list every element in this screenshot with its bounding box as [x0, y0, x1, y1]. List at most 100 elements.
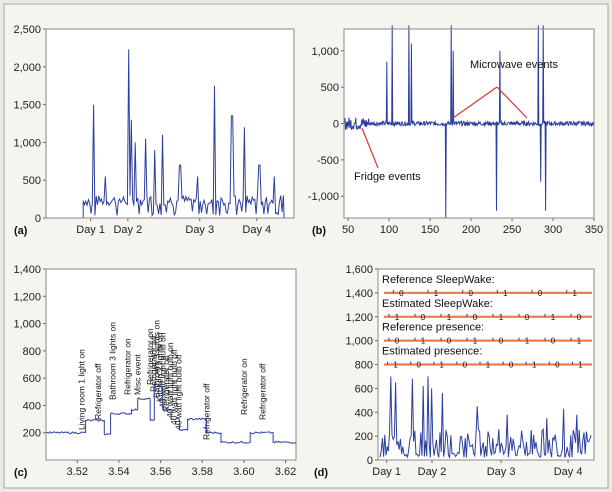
panel-c-power-trace [45, 384, 297, 444]
panel-b-label: (b) [312, 225, 326, 237]
panel-a-xtick-label: Day 1 [76, 224, 105, 236]
panel-c-event-labels: Living room 1 light on Refrigerator off Ba… [76, 320, 267, 440]
panel-d-xtick-label: Day 1 [372, 466, 401, 478]
panel-c-xtick-label: 3.62 [275, 466, 296, 478]
panel-d-ytick-label: 1,000 [345, 336, 373, 348]
panel-d-xtick-label: Day 4 [554, 466, 583, 478]
panel-d-power-trace [379, 376, 592, 459]
panel-a-power-trace [46, 49, 285, 219]
panel-d-sequence-value: 0 [421, 313, 426, 322]
panel-a-background [46, 29, 294, 218]
panel-c-frame [45, 268, 297, 461]
panel-c-ticks: 200 400 600 800 1,000 1,200 1,400 3.52 3.54 3.56 3… [13, 264, 296, 478]
panel-c-ytick-label: 800 [23, 346, 41, 358]
panel-c-event-label: Bathroom 3 lights on [108, 322, 118, 400]
panel-d-sequence-value: 1 [447, 313, 452, 322]
fridge-annotation: Fridge events [354, 171, 421, 183]
panel-d-xtick-label: Day 2 [418, 466, 447, 478]
panel-c-event-label: Bathroom 3 lights on [151, 320, 161, 398]
panel-d-frame [377, 268, 595, 461]
panel-d-sequence-value: 1 [572, 289, 577, 298]
panel-c-background [46, 269, 296, 460]
panel-d-sequence-value: 0 [551, 337, 556, 346]
panel-d-sequence-label: Reference SleepWake: [382, 274, 495, 286]
panel-c-xtick-label: 3.54 [108, 466, 129, 478]
panel-a-xtick-label: Day 3 [185, 224, 214, 236]
panel-d-sequence-value: 0 [509, 361, 514, 370]
panel-d-sequence-value: 0 [416, 361, 421, 370]
panel-b-ytick-label: 1,000 [311, 46, 339, 58]
panel-b-ytick-label: 0 [333, 119, 339, 131]
panel-d-sequence-value: 1 [578, 361, 583, 370]
panel-c-event-label: Refrigerator off [201, 383, 211, 440]
panel-c-event-label: Misc event [133, 354, 143, 395]
panel-c-event-label: Living room 1 light on [76, 349, 86, 430]
panel-b-power-trace [343, 25, 595, 219]
panel-a-ytick-label: 2,500 [13, 24, 41, 36]
panel-d-ytick-label: 600 [355, 383, 373, 395]
panel-d-sequence-value: 0 [395, 337, 400, 346]
panel-d-sequence-value: 0 [468, 289, 473, 298]
panel-a-ytick-label: 500 [23, 175, 41, 187]
panel-d-sequence-label: Reference presence: [382, 322, 484, 334]
panel-b-xtick-label: 100 [380, 224, 398, 236]
panel-a-xtick-label: Day 4 [242, 224, 271, 236]
panel-d-sequence-label: Estimated presence: [382, 346, 482, 358]
panel-c-event-label: 40 watt light bulb on [165, 342, 175, 418]
panel-a-xtick-label: Day 2 [113, 224, 142, 236]
panel-c-xtick-label: 3.60 [233, 466, 254, 478]
panel-d-sequence-value: 1 [473, 337, 478, 346]
panel-d-sequence-value: 0 [463, 361, 468, 370]
panel-b-xtick-label: 200 [462, 224, 480, 236]
panel-d-sequence-value: 1 [525, 337, 530, 346]
panel-c-event-label: Kitchen 2 lights on [155, 332, 165, 402]
microwave-annotation: Microwave events [470, 59, 559, 71]
panel-d-sequence-value: 1 [499, 313, 504, 322]
panel-c-event-label: Refrigerator on [161, 355, 171, 412]
panel-d-label: (d) [314, 467, 328, 479]
panel-d-sequence-value: 1 [421, 337, 426, 346]
panel-d-ytick-label: 0 [367, 455, 373, 467]
fridge-pointer-line [361, 127, 379, 169]
panel-c-event-label: Refrigerator off [93, 363, 103, 420]
panel-d-sequence-value: 1 [503, 289, 508, 298]
panel-d-ytick-label: 1,200 [345, 312, 373, 324]
panel-d-sequence-value: 1 [577, 337, 582, 346]
panel-d-ytick-label: 1,400 [345, 288, 373, 300]
panel-b-frame [343, 28, 595, 219]
panel-b-ytick-label: 500 [321, 82, 339, 94]
panel-a: 0 500 1,000 1,500 2,000 2,500 Day 1 Day 2 Day 3 D… [13, 24, 295, 237]
panel-c-event-label: Refrigerator on [239, 358, 249, 415]
panel-d-sequence-value: 0 [538, 289, 543, 298]
panel-a-ytick-label: 2,000 [13, 62, 41, 74]
panel-d-sequence-value: 1 [440, 361, 445, 370]
panel-a-ytick-label: 1,000 [13, 137, 41, 149]
panel-c-ytick-label: 200 [23, 428, 41, 440]
microwave-pointer-lines [452, 86, 528, 119]
panel-b-ytick-label: -1,000 [308, 191, 339, 203]
panel-d-ytick-label: 400 [355, 407, 373, 419]
panel-a-frame [45, 28, 295, 219]
panel-d-ytick-label: 1,600 [345, 264, 373, 276]
panel-b-xtick-label: 250 [503, 224, 521, 236]
panel-d-sequence-value: 0 [555, 361, 560, 370]
panel-c: 200 400 600 800 1,000 1,200 1,400 3.52 3.54 3.56 3… [13, 264, 297, 479]
panel-c-xtick-label: 3.58 [192, 466, 213, 478]
panel-d-sequence-value: 0 [499, 337, 504, 346]
panel-c-label: (c) [14, 467, 28, 479]
panel-c-event-label: 40 watt light bulb on [158, 332, 168, 408]
panel-d-sequence-value: 0 [473, 313, 478, 322]
panel-d-sequence-value: 1 [434, 289, 439, 298]
panel-d-sequence-value: 1 [395, 313, 400, 322]
panel-d-xtick-label: Day 3 [487, 466, 516, 478]
panel-d-sequence-value: 0 [577, 313, 582, 322]
panel-d-ytick-label: 800 [355, 360, 373, 372]
panel-d-sequence-value: 0 [399, 289, 404, 298]
panel-c-ytick-label: 400 [23, 400, 41, 412]
panel-c-event-label: 40 watt light bulb off [173, 354, 183, 430]
panel-a-ticks: 0 500 1,000 1,500 2,000 2,500 Day 1 Day 2 Day 3 D… [13, 24, 271, 236]
panel-c-ytick-label: 600 [23, 373, 41, 385]
panel-c-event-label: Refrigerator on [145, 328, 155, 385]
panel-d-ytick-label: 200 [355, 431, 373, 443]
